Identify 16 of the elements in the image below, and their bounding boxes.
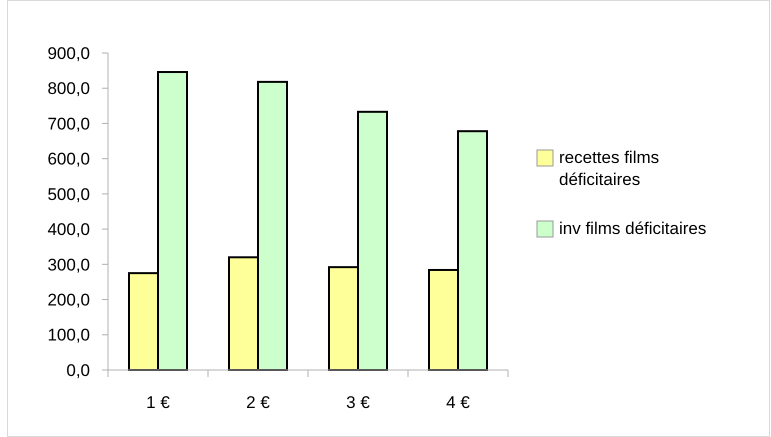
y-tick-label: 900,0: [47, 44, 90, 63]
y-tick-label: 200,0: [47, 290, 90, 310]
y-tick-label: 300,0: [47, 255, 90, 274]
y-tick-label: 700,0: [47, 114, 90, 134]
x-tick-label: 2 €: [246, 393, 270, 412]
x-tick-label: 4 €: [446, 393, 470, 412]
y-tick-label: 600,0: [47, 150, 90, 169]
legend-label: recettes films déficitaires: [559, 148, 660, 189]
x-tick-label: 3 €: [346, 393, 370, 412]
x-tick-label: 1 €: [146, 393, 170, 412]
y-tick-label: 800,0: [47, 79, 90, 98]
legend-label: inv films déficitaires: [559, 218, 706, 238]
y-tick-label: 400,0: [47, 220, 90, 240]
y-tick-label: 0,0: [66, 360, 90, 380]
y-tick-label: 100,0: [47, 326, 90, 345]
y-tick-label: 500,0: [47, 184, 90, 204]
